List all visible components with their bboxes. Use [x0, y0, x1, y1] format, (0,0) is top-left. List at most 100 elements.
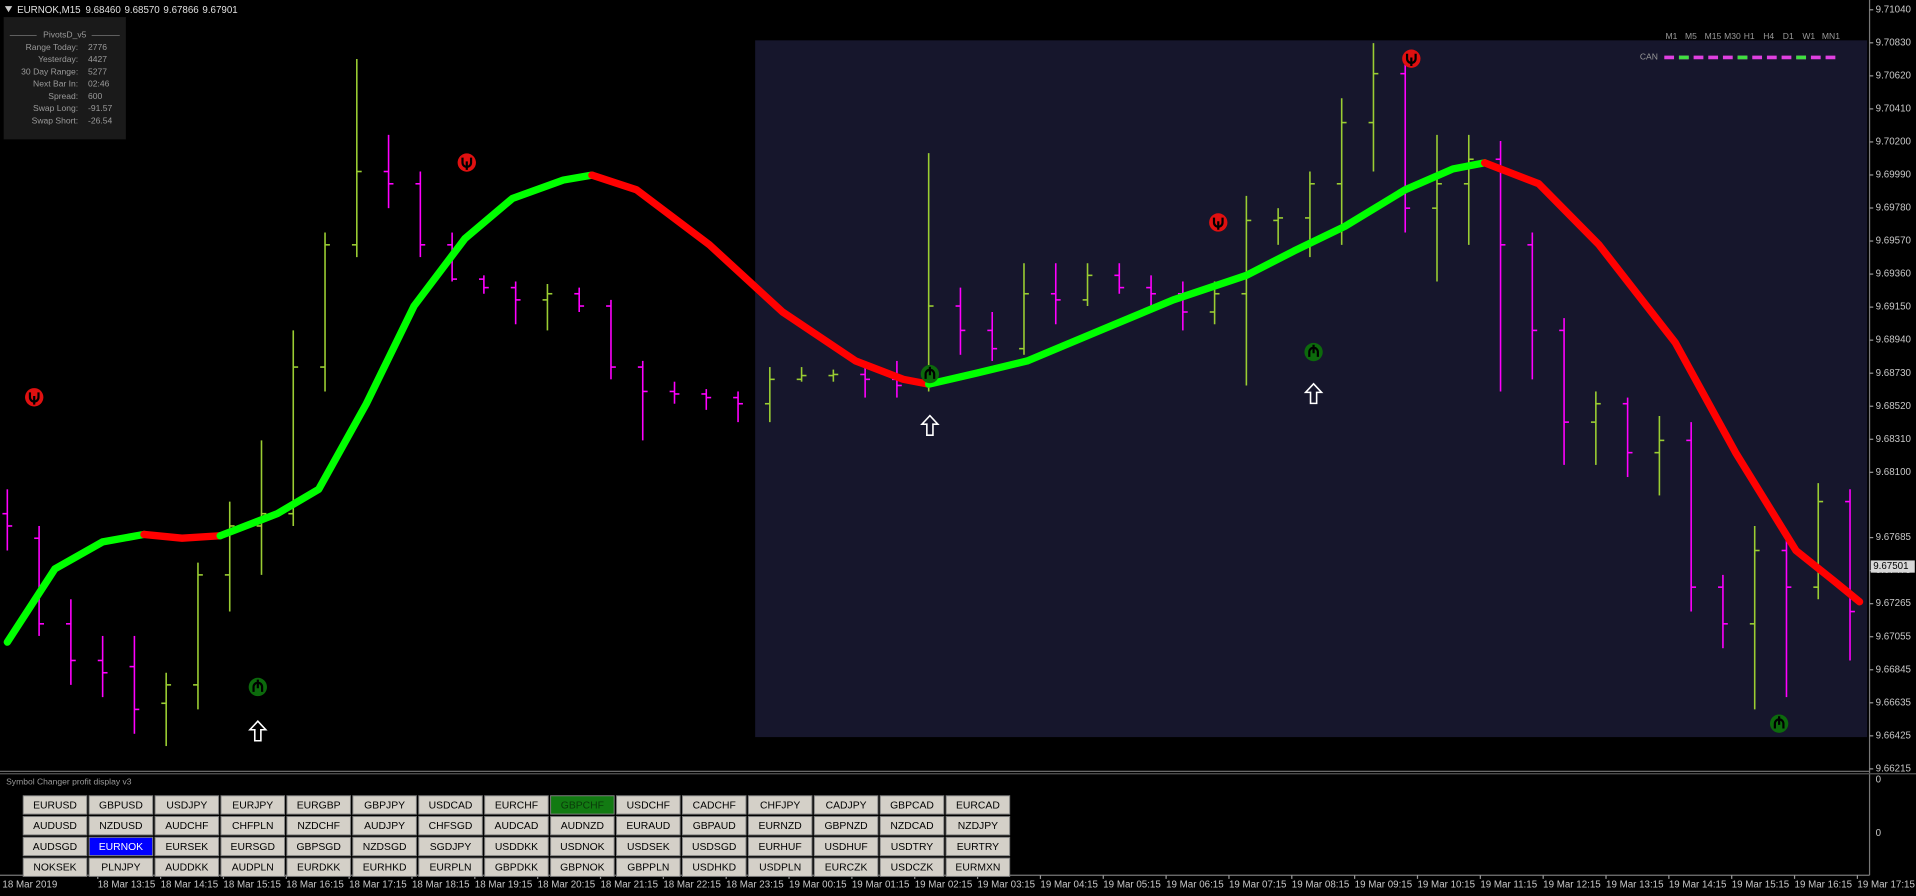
- symbol-button[interactable]: [747, 857, 813, 877]
- symbol-button[interactable]: [88, 795, 154, 815]
- symbol-button[interactable]: [154, 816, 220, 836]
- symbol-button[interactable]: [747, 795, 813, 815]
- symbol-button-label[interactable]: NZDJPY: [958, 821, 998, 832]
- symbol-button-label[interactable]: EURCZK: [825, 863, 868, 874]
- symbol-button-label[interactable]: AUDDKK: [165, 863, 208, 874]
- symbol-button[interactable]: [681, 836, 747, 857]
- symbol-button-label[interactable]: AUDJPY: [364, 821, 405, 832]
- symbol-button[interactable]: [286, 816, 351, 836]
- symbol-button[interactable]: [616, 795, 681, 815]
- symbol-button[interactable]: [220, 857, 286, 877]
- symbol-button-label[interactable]: GBPNOK: [560, 863, 604, 874]
- symbol-button[interactable]: [879, 857, 945, 877]
- symbol-button-label[interactable]: AUDUSD: [33, 821, 77, 832]
- symbol-button-label[interactable]: EURCHF: [495, 800, 538, 811]
- symbol-button-label[interactable]: USDHUF: [824, 842, 867, 853]
- symbol-button[interactable]: [747, 836, 813, 857]
- symbol-button-label[interactable]: USDSEK: [627, 842, 670, 853]
- symbol-button[interactable]: [484, 816, 549, 836]
- symbol-button-label[interactable]: USDCZK: [891, 863, 934, 874]
- symbol-button-label[interactable]: EURJPY: [232, 800, 273, 811]
- timeframe[interactable]: M1: [1666, 31, 1678, 41]
- timeframe[interactable]: MN1: [1822, 31, 1840, 41]
- symbol-button-label[interactable]: USDCAD: [429, 800, 473, 811]
- symbol-button-label[interactable]: GBPSGD: [296, 842, 340, 853]
- symbol-button-label[interactable]: CADJPY: [826, 800, 867, 811]
- symbol-button-label[interactable]: EURDKK: [297, 863, 340, 874]
- symbol-button[interactable]: [154, 836, 220, 857]
- symbol-button-label[interactable]: NZDSGD: [363, 842, 407, 853]
- symbol-button[interactable]: [484, 795, 549, 815]
- symbol-button[interactable]: [945, 795, 1011, 815]
- symbol-button-label[interactable]: EURPLN: [429, 863, 471, 874]
- symbol-button-label[interactable]: EURCAD: [956, 800, 1000, 811]
- symbol-button[interactable]: [550, 836, 615, 857]
- symbol-button[interactable]: [220, 795, 286, 815]
- symbol-button[interactable]: [879, 795, 945, 815]
- symbol-button-label[interactable]: GBPCAD: [890, 800, 934, 811]
- symbol-button[interactable]: [88, 836, 154, 857]
- symbol-button[interactable]: [616, 836, 681, 857]
- symbol-button-label[interactable]: AUDPLN: [232, 863, 274, 874]
- symbol-button[interactable]: [154, 857, 220, 877]
- symbol-button[interactable]: [88, 857, 154, 877]
- symbol-button[interactable]: [681, 816, 747, 836]
- symbol-button-label[interactable]: USDSGD: [692, 842, 736, 853]
- symbol-button-label[interactable]: EURNZD: [759, 821, 802, 832]
- symbol-button-label[interactable]: CHFPLN: [232, 821, 274, 832]
- symbol-button[interactable]: [220, 836, 286, 857]
- symbol-button[interactable]: [352, 816, 417, 836]
- symbol-button-label[interactable]: SGDJPY: [430, 842, 472, 853]
- symbol-button[interactable]: [88, 816, 154, 836]
- symbol-button[interactable]: [813, 836, 879, 857]
- symbol-button[interactable]: [879, 816, 945, 836]
- symbol-button[interactable]: [945, 816, 1011, 836]
- symbol-button[interactable]: [945, 857, 1011, 877]
- symbol-button-label[interactable]: CHFSGD: [429, 821, 473, 832]
- symbol-button-label[interactable]: USDNOK: [560, 842, 604, 853]
- symbol-button-label[interactable]: AUDCHF: [165, 821, 208, 832]
- timeframe[interactable]: W1: [1802, 31, 1815, 41]
- symbol-button-label[interactable]: EURNOK: [99, 842, 143, 853]
- symbol-button[interactable]: [813, 857, 879, 877]
- symbol-button-label[interactable]: EURSEK: [166, 842, 209, 853]
- timeframe[interactable]: M30: [1724, 31, 1741, 41]
- timeframe[interactable]: M15: [1705, 31, 1722, 41]
- timeframe[interactable]: H1: [1744, 31, 1755, 41]
- symbol-button[interactable]: [484, 836, 549, 857]
- symbol-button[interactable]: [550, 857, 615, 877]
- symbol-button-label[interactable]: USDPLN: [759, 863, 801, 874]
- symbol-button-label[interactable]: USDTRY: [891, 842, 934, 853]
- symbol-button-label[interactable]: USDJPY: [166, 800, 207, 811]
- timeframe[interactable]: H4: [1763, 31, 1774, 41]
- symbol-button-label[interactable]: CHFJPY: [760, 800, 800, 811]
- symbol-button[interactable]: [879, 836, 945, 857]
- symbol-button[interactable]: [22, 816, 88, 836]
- symbol-button-label[interactable]: USDCHF: [627, 800, 670, 811]
- symbol-button-label[interactable]: GBPAUD: [693, 821, 736, 832]
- symbol-button-label[interactable]: GBPDKK: [495, 863, 538, 874]
- symbol-button[interactable]: [22, 836, 88, 857]
- header-arrow[interactable]: [4, 6, 13, 13]
- symbol-button[interactable]: [945, 836, 1011, 857]
- symbol-button-label[interactable]: GBPUSD: [99, 800, 143, 811]
- symbol-button[interactable]: [484, 857, 549, 877]
- symbol-button[interactable]: [747, 816, 813, 836]
- symbol-button[interactable]: [22, 795, 88, 815]
- symbol-button[interactable]: [22, 857, 88, 877]
- symbol-button-label[interactable]: EURSGD: [231, 842, 275, 853]
- symbol-button-label[interactable]: EURHKD: [363, 863, 407, 874]
- symbol-button[interactable]: [352, 857, 417, 877]
- symbol-button[interactable]: [418, 836, 483, 857]
- symbol-button[interactable]: [352, 836, 417, 857]
- symbol-button-label[interactable]: USDDKK: [495, 842, 538, 853]
- symbol-button-label[interactable]: NOKSEK: [33, 863, 76, 874]
- symbol-button-label[interactable]: AUDSGD: [33, 842, 77, 853]
- symbol-button-label[interactable]: EURGBP: [297, 800, 341, 811]
- symbol-button[interactable]: [352, 795, 417, 815]
- symbol-button-label[interactable]: EURTRY: [957, 842, 999, 853]
- symbol-button[interactable]: [813, 816, 879, 836]
- symbol-button-label[interactable]: AUDNZD: [561, 821, 604, 832]
- symbol-button-label[interactable]: EURUSD: [33, 800, 77, 811]
- symbol-button[interactable]: [616, 857, 681, 877]
